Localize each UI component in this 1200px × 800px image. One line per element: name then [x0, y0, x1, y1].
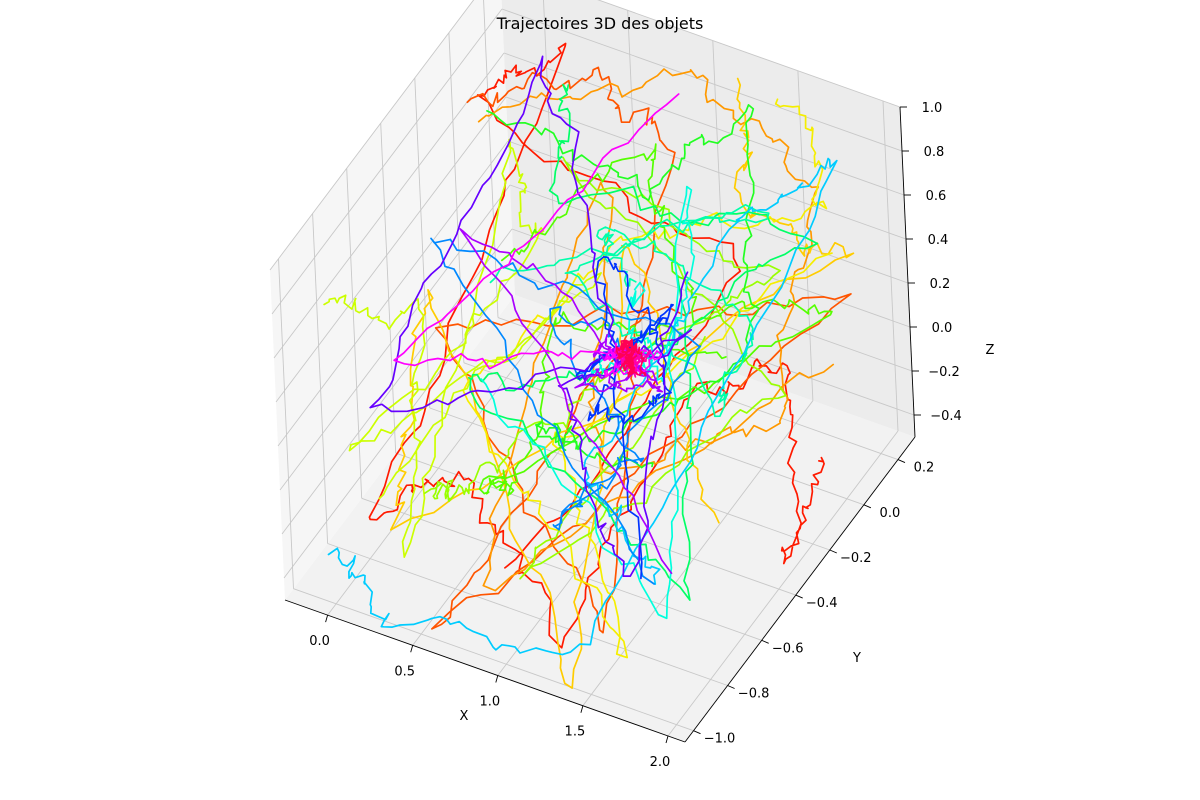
y-gridline — [293, 588, 694, 732]
z-gridline — [271, 8, 503, 315]
x-tick-mark — [410, 645, 414, 653]
y-gridline — [414, 77, 431, 409]
y-gridline — [429, 407, 830, 551]
x-axis-label: X — [460, 709, 469, 724]
y-tick-label: −0.6 — [772, 641, 804, 656]
x-tick-label: 1.5 — [565, 725, 586, 740]
left-pane — [270, 0, 515, 600]
axes-lines — [284, 106, 921, 744]
z-gridline — [503, 52, 905, 196]
trajectory-line — [327, 157, 838, 656]
z-gridline — [513, 272, 915, 416]
z-tick-label: 0.0 — [932, 321, 953, 336]
y-tick-mark — [693, 730, 701, 735]
trajectories — [323, 42, 855, 689]
trajectory-line — [462, 98, 833, 659]
tick-labels: 0.0 0.5 1.0 1.5 2.0 −1.0 −0.8 −0.6 −0.4 −0.2 0.0 0.… — [309, 101, 962, 770]
z-gridline — [277, 140, 509, 447]
y-tick-mark — [897, 459, 906, 464]
x-gridline — [667, 430, 899, 737]
z-tick-label: 0.4 — [928, 233, 949, 248]
z-tick-label: 0.8 — [924, 145, 945, 160]
y-tick-mark — [727, 685, 735, 689]
x-axis-line — [284, 599, 686, 743]
z-gridline — [275, 96, 507, 403]
y-gridline — [312, 213, 329, 544]
z-gridline — [281, 228, 513, 535]
trajectory-line — [368, 42, 825, 649]
z-tick-label: −0.2 — [928, 365, 960, 380]
x-gridline — [543, 0, 559, 311]
z-gridline — [273, 52, 505, 359]
z-tick-label: 0.2 — [930, 277, 951, 292]
y-tick-label: −0.8 — [738, 687, 770, 702]
y-tick-label: 0.0 — [880, 506, 901, 521]
z-tick-label: −0.4 — [930, 409, 962, 424]
x-tick-label: 1.0 — [479, 695, 500, 710]
trajectory-line — [459, 228, 673, 575]
y-tick-mark — [761, 639, 769, 644]
y-axis-label: Y — [852, 651, 861, 666]
axes-gridlines — [269, 0, 915, 737]
x-gridline — [497, 370, 729, 676]
trajectory-line — [369, 55, 693, 577]
z-gridline — [509, 184, 911, 328]
y-gridline — [278, 258, 294, 589]
y-tick-label: −0.2 — [840, 551, 872, 566]
trajectory-line — [615, 338, 647, 378]
x-tick-mark — [495, 675, 499, 683]
z-gridline — [279, 184, 511, 491]
y-tick-mark — [829, 549, 837, 554]
y-tick-mark — [863, 504, 872, 509]
z-gridline — [507, 140, 909, 284]
x-tick-label: 0.5 — [394, 664, 415, 679]
y-gridline — [448, 32, 465, 363]
z-gridline — [269, 0, 475, 271]
trajectory-line — [431, 66, 852, 634]
x-tick-label: 2.0 — [650, 755, 671, 770]
y-gridline — [380, 123, 397, 454]
y-tick-label: −1.0 — [704, 732, 736, 747]
z-axis-label: Z — [986, 343, 995, 358]
trajectory-line — [430, 237, 702, 585]
trajectory-line — [489, 203, 770, 418]
z-tick-label: 0.6 — [926, 189, 947, 204]
z-axis-line — [899, 106, 916, 438]
y-tick-mark — [795, 594, 803, 599]
y-tick-label: 0.2 — [914, 461, 935, 476]
y-gridline — [327, 543, 728, 686]
trajectory-line — [575, 256, 674, 580]
x-gridline — [882, 100, 899, 432]
z-gridline — [511, 228, 913, 372]
chart-title: Trajectoires 3D des objets — [496, 14, 704, 33]
x-tick-mark — [325, 614, 329, 623]
y-gridline — [361, 497, 762, 641]
x-gridline — [712, 40, 729, 371]
z-gridline — [505, 96, 907, 240]
x-tick-mark — [580, 705, 584, 713]
trajectory-line — [393, 93, 680, 378]
trajectory-line — [323, 138, 602, 558]
y-axis-line — [684, 436, 916, 743]
y-tick-label: −0.4 — [806, 596, 838, 611]
x-gridline — [327, 309, 558, 616]
trajectory-line — [477, 68, 835, 592]
z-gridline — [501, 8, 903, 152]
z-tick-label: 1.0 — [922, 101, 943, 116]
z-gridline — [597, 0, 901, 108]
y-gridline — [483, 0, 499, 318]
x-tick-label: 0.0 — [309, 634, 330, 649]
x-tick-mark — [665, 735, 669, 744]
